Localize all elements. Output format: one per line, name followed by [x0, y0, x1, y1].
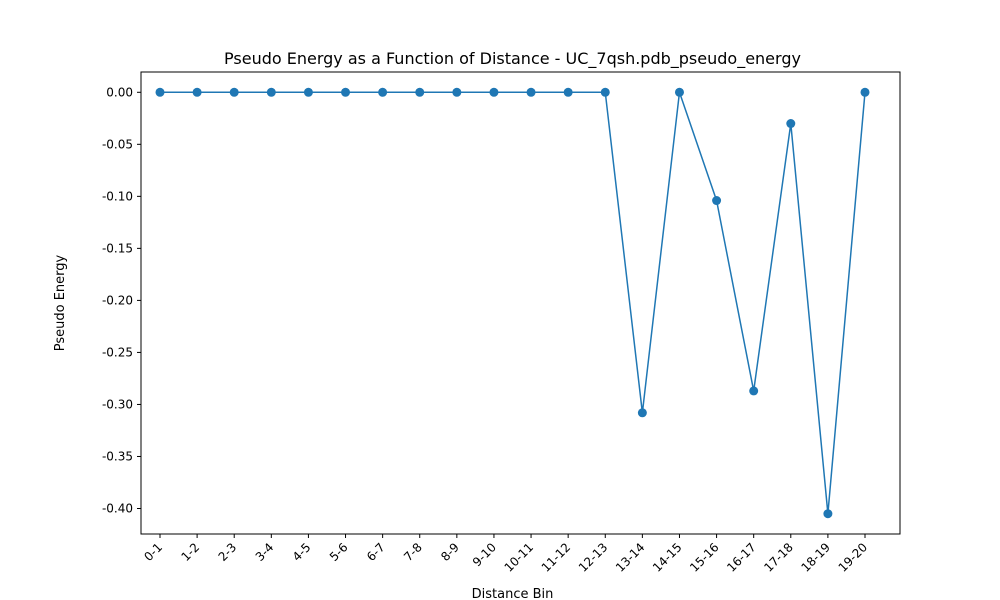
- y-tick-label: -0.05: [102, 137, 133, 151]
- chart-title: Pseudo Energy as a Function of Distance …: [224, 49, 801, 69]
- x-tick-label: 3-4: [253, 540, 277, 564]
- data-point: [600, 87, 610, 97]
- data-point: [823, 509, 833, 519]
- x-tick-label: 6-7: [364, 540, 388, 564]
- data-point: [489, 87, 499, 97]
- data-point: [303, 87, 313, 97]
- x-tick-label: 11-12: [539, 540, 574, 575]
- y-tick-label: -0.10: [102, 189, 133, 203]
- y-tick-label: -0.40: [102, 502, 133, 516]
- data-point: [266, 87, 276, 97]
- x-tick-label: 4-5: [290, 540, 314, 564]
- x-tick-label: 19-20: [836, 540, 871, 575]
- x-tick-label: 17-18: [761, 540, 796, 575]
- x-axis-label: Distance Bin: [472, 587, 554, 600]
- x-tick-label: 13-14: [613, 540, 648, 575]
- plot-frame: [140, 71, 901, 535]
- data-point: [415, 87, 425, 97]
- x-tick-label: 9-10: [470, 540, 499, 569]
- x-tick-label: 0-1: [141, 540, 165, 564]
- y-tick-label: -0.25: [102, 345, 133, 359]
- x-tick-label: 8-9: [438, 540, 462, 564]
- y-tick-label: -0.20: [102, 293, 133, 307]
- x-tick-label: 12-13: [576, 540, 611, 575]
- series-layer: [155, 87, 870, 519]
- x-tick-label: 10-11: [502, 540, 537, 575]
- x-tick-label: 7-8: [401, 540, 425, 564]
- data-point: [155, 87, 165, 97]
- x-tick-label: 18-19: [798, 540, 833, 575]
- data-point: [563, 87, 573, 97]
- x-tick-label: 5-6: [327, 540, 351, 564]
- data-point: [749, 386, 759, 396]
- data-point: [229, 87, 239, 97]
- data-point: [712, 196, 722, 206]
- y-tick-label: 0.00: [106, 85, 133, 99]
- x-tick-label: 16-17: [724, 540, 759, 575]
- data-point: [637, 408, 647, 418]
- x-tick-label: 14-15: [650, 540, 685, 575]
- data-point: [526, 87, 536, 97]
- data-point: [786, 119, 796, 129]
- x-tick-label: 1-2: [178, 540, 202, 564]
- data-point: [674, 87, 684, 97]
- series-line: [160, 91, 866, 515]
- plot-area: [140, 71, 901, 535]
- data-point: [452, 87, 462, 97]
- x-axis: 0-1 1-2 2-3 3-4 4-5 5-6 6-7 7-8 8-9 9-10 10-11 11-1…: [141, 534, 870, 575]
- data-point: [341, 87, 351, 97]
- data-point: [192, 87, 202, 97]
- y-tick-label: -0.15: [102, 241, 133, 255]
- data-point: [378, 87, 388, 97]
- y-axis-label: Pseudo Energy: [53, 254, 68, 351]
- data-point: [860, 87, 870, 97]
- y-tick-label: -0.30: [102, 397, 133, 411]
- y-tick-label: -0.35: [102, 449, 133, 463]
- x-tick-label: 15-16: [687, 540, 722, 575]
- x-tick-label: 2-3: [216, 540, 240, 564]
- y-axis: 0.00 -0.05 -0.10 -0.15 -0.20 -0.25 -0.30 -0.35 -…: [102, 85, 141, 516]
